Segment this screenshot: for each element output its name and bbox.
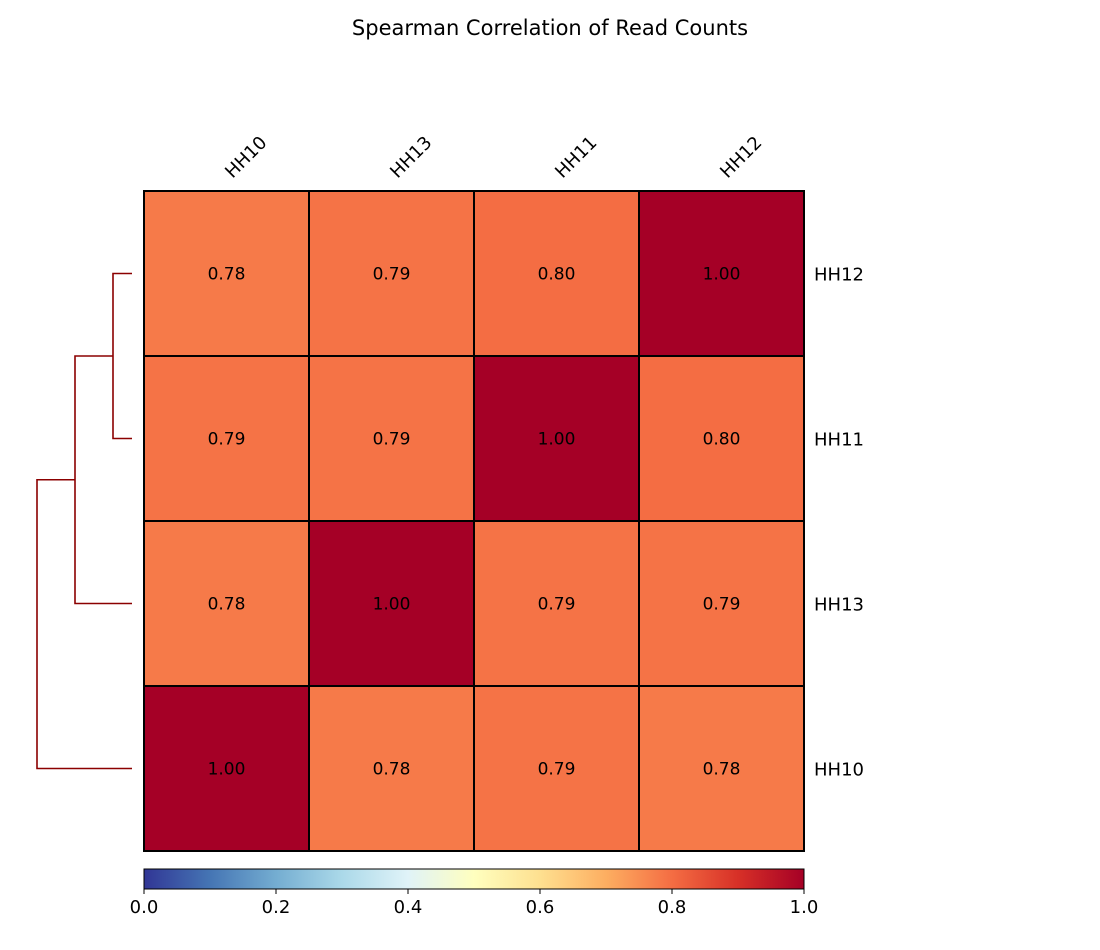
row-label: HH11: [814, 430, 864, 451]
cell-value-label: 0.79: [373, 430, 411, 450]
row-dendrogram: [36, 272, 132, 770]
cell-value-label: 1.00: [373, 595, 411, 615]
colorbar: 0.0 0.2 0.4 0.6 0.8 1.0: [130, 868, 819, 918]
heatmap-cell: [473, 355, 640, 522]
cell-value-label: 1.00: [703, 265, 741, 285]
colorbar-gradient: [143, 868, 805, 890]
heatmap-cell: [308, 685, 475, 852]
cell-value-label: 0.80: [703, 430, 741, 450]
colorbar-tick-label: 0.2: [262, 897, 291, 918]
heatmap-cell: [638, 685, 805, 852]
cell-value-label: 1.00: [208, 760, 246, 780]
heatmap-cell: [143, 685, 310, 852]
cell-value-label: 0.79: [538, 760, 576, 780]
colorbar-tick-label: 0.4: [394, 897, 423, 918]
row-labels: HH12 HH11 HH13 HH10: [814, 265, 864, 781]
column-label: HH11: [551, 132, 601, 182]
cell-value-label: 1.00: [538, 430, 576, 450]
heatmap-cell: [143, 190, 310, 357]
cell-value-label: 0.79: [703, 595, 741, 615]
row-label: HH13: [814, 595, 864, 616]
heatmap-cells: 0.78 0.79 0.80 1.00 0.79 0.79 1.00 0.80 0.78 1.00…: [143, 190, 805, 852]
cell-value-label: 0.78: [208, 595, 246, 615]
column-label: HH13: [386, 132, 436, 182]
cell-value-label: 0.79: [538, 595, 576, 615]
heatmap-cell: [473, 685, 640, 852]
heatmap-border: [143, 190, 805, 852]
heatmap-cell: [473, 190, 640, 357]
colorbar-tick-label: 0.8: [658, 897, 687, 918]
cell-value-label: 0.79: [373, 265, 411, 285]
cell-value-label: 0.79: [208, 430, 246, 450]
heatmap-cell: [638, 355, 805, 522]
colorbar-tick-label: 1.0: [790, 897, 819, 918]
row-label: HH12: [814, 265, 864, 286]
column-label: HH12: [716, 132, 766, 182]
cell-value-label: 0.80: [538, 265, 576, 285]
dendrogram-link: [74, 355, 132, 605]
row-label: HH10: [814, 760, 864, 781]
dendrogram-link: [36, 478, 132, 770]
cell-value-label: 0.78: [373, 760, 411, 780]
chart-title: Spearman Correlation of Read Counts: [351, 16, 749, 40]
colorbar-tick-label: 0.0: [130, 897, 159, 918]
dendrogram-link: [112, 272, 132, 440]
column-label: HH10: [221, 132, 271, 182]
cell-value-label: 0.78: [208, 265, 246, 285]
column-labels: HH10 HH13 HH11 HH12: [221, 132, 766, 182]
heatmap-cell: [308, 520, 475, 687]
heatmap-cell: [638, 520, 805, 687]
colorbar-tick-label: 0.6: [526, 897, 555, 918]
cell-value-label: 0.78: [703, 760, 741, 780]
